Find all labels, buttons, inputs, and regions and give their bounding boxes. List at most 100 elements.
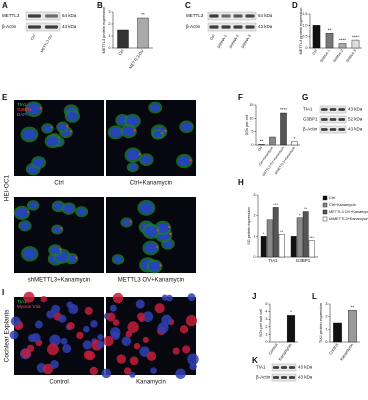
hair-cell	[136, 312, 145, 321]
bar	[258, 144, 265, 146]
blot-band	[329, 108, 337, 111]
nucleus	[46, 136, 59, 147]
significance: ****	[339, 38, 346, 43]
nucleus	[15, 207, 29, 218]
y-tick-label: 0	[265, 340, 267, 344]
hair-cell	[110, 327, 121, 338]
hair-cell	[106, 312, 116, 322]
nucleus	[28, 201, 38, 209]
significance: **	[141, 12, 145, 17]
blot-band	[28, 14, 41, 18]
hair-cell	[84, 306, 93, 315]
blot-strip	[207, 11, 257, 21]
image-caption: METTL3 OV+Kanamycin	[118, 278, 185, 284]
hair-cell	[142, 336, 149, 343]
hair-cell	[50, 360, 59, 369]
panel-letter: J	[252, 292, 256, 301]
nucleus	[53, 226, 62, 233]
hair-cell	[129, 356, 139, 366]
bar	[333, 322, 342, 343]
granule	[189, 159, 192, 162]
panel-letter: K	[252, 356, 258, 365]
x-tick-label: ShRNA-3	[345, 49, 357, 63]
blot-row-label: TIA1	[256, 365, 266, 370]
bar	[351, 39, 360, 49]
granule	[59, 248, 62, 251]
blot-band	[233, 25, 243, 29]
blot-band	[329, 118, 337, 121]
hair-cell	[127, 321, 139, 333]
image-caption: Kanamycin	[136, 380, 166, 386]
significance: ***	[309, 235, 314, 240]
y-tick-label: 2	[253, 214, 255, 218]
y-tick-label: 0.5	[302, 35, 307, 39]
bar	[117, 29, 129, 49]
granule	[164, 129, 167, 132]
nucleus	[140, 155, 152, 164]
blot-band	[221, 14, 231, 18]
blot-band	[321, 118, 328, 121]
bar	[278, 234, 285, 258]
nucleus	[109, 127, 122, 138]
nucleus	[139, 202, 154, 214]
significance: ****	[280, 107, 287, 112]
significance: **	[304, 206, 308, 211]
blot-strip	[25, 11, 61, 21]
bar	[291, 141, 298, 146]
bar	[137, 17, 149, 49]
legend-swatch	[322, 209, 328, 215]
blot-band	[272, 366, 280, 369]
bar	[286, 315, 296, 343]
blot-band	[280, 376, 288, 379]
y-axis-label: SGs per cell	[245, 115, 249, 136]
significance: **	[260, 139, 264, 144]
blot-row-label: β-Actin	[186, 24, 201, 29]
nucleus	[126, 149, 140, 161]
y-tick-label: 0	[253, 255, 255, 259]
hair-cell	[185, 315, 198, 327]
nucleus	[58, 123, 68, 131]
nucleus	[128, 163, 137, 171]
y-tick-label: 4	[265, 310, 267, 314]
hair-cell	[10, 316, 21, 327]
hair-cell	[133, 342, 141, 350]
granule	[156, 245, 159, 248]
nucleus	[63, 204, 74, 213]
bar	[312, 25, 321, 49]
panel-letter: C	[185, 1, 191, 10]
hair-cell	[121, 336, 132, 346]
panel-letter: A	[2, 1, 8, 10]
hair-cell	[129, 371, 136, 378]
blot-band	[288, 366, 296, 369]
blot-size-label: 64 kDa	[258, 13, 273, 18]
hair-cell	[182, 345, 191, 354]
blot-band	[28, 25, 41, 29]
hair-cell	[146, 351, 157, 361]
blot-band	[245, 25, 255, 29]
lane-label: ShRNA-2	[229, 34, 240, 49]
significance: *	[299, 212, 301, 217]
hair-cell	[189, 363, 197, 371]
bar	[260, 236, 267, 258]
nucleus	[50, 246, 61, 255]
nucleus	[122, 219, 131, 226]
hair-cell	[172, 347, 180, 355]
significance: *	[290, 310, 292, 315]
panel-letter: L	[312, 292, 317, 301]
y-tick-label: 2	[108, 22, 110, 26]
y-tick-label: 2	[265, 325, 267, 329]
hair-cell	[103, 335, 114, 347]
blot-strip	[207, 22, 257, 32]
blot-band	[329, 128, 337, 131]
hair-cell	[90, 320, 98, 328]
nucleus	[153, 130, 162, 138]
blot-band	[221, 25, 231, 29]
hair-cell	[116, 354, 127, 364]
granule	[39, 107, 42, 110]
lane-label: Ctrl	[30, 34, 36, 41]
bar	[325, 33, 334, 49]
hair-cell	[66, 301, 74, 309]
hair-cell	[49, 334, 61, 346]
channel-label: DAPI	[17, 112, 28, 117]
nucleus	[77, 208, 87, 216]
